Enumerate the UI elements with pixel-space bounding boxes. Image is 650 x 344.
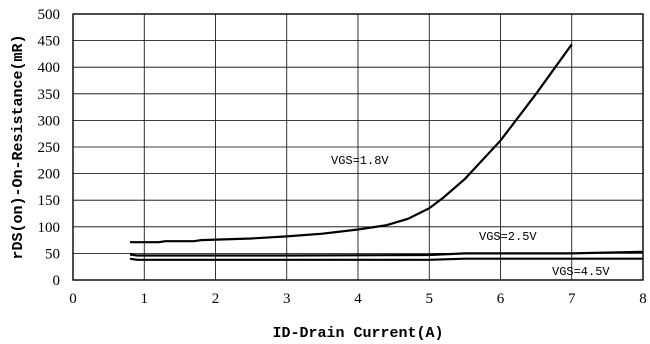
series-line-3 (129, 257, 643, 261)
series-label-3: VGS=4.5V (552, 265, 610, 279)
x-tick-label: 0 (69, 291, 77, 307)
y-axis-title: rDS(on)-On-Resistance(mR) (10, 34, 27, 259)
x-tick-label: 5 (426, 291, 434, 307)
y-tick-label: 400 (38, 60, 61, 76)
series-labels: VGS=1.8V VGS=2.5V VGS=4.5V (331, 154, 610, 279)
series-label-1: VGS=1.8V (331, 154, 389, 168)
x-tick-label: 6 (497, 291, 505, 307)
x-tick-label: 3 (283, 291, 291, 307)
y-tick-label: 500 (38, 7, 61, 23)
plot-area-frame (72, 13, 644, 281)
x-tick-label: 4 (354, 291, 362, 307)
y-tick-label: 150 (38, 193, 61, 209)
y-tick-label: 450 (38, 34, 61, 50)
x-tick-label: 1 (141, 291, 149, 307)
series-line-2 (129, 250, 644, 257)
y-tick-label: 100 (38, 220, 61, 236)
x-tick-label: 7 (568, 291, 576, 307)
y-tick-label: 0 (53, 273, 61, 289)
series-line-1 (130, 43, 573, 244)
grid-lines (73, 14, 643, 280)
x-axis-title: ID-Drain Current(A) (272, 325, 443, 342)
y-tick-label: 350 (38, 87, 61, 103)
x-tick-label: 8 (639, 291, 647, 307)
y-axis-ticks: 0 50 100 150 200 250 300 350 400 450 500 (38, 7, 61, 289)
y-tick-label: 50 (45, 246, 60, 262)
series-label-2: VGS=2.5V (479, 230, 537, 244)
x-axis-ticks: 0 1 2 3 4 5 6 7 8 (69, 291, 647, 307)
series-lines (129, 43, 644, 261)
x-tick-label: 2 (212, 291, 220, 307)
y-tick-label: 300 (38, 113, 61, 129)
y-tick-label: 200 (38, 167, 61, 183)
y-tick-label: 250 (38, 140, 61, 156)
